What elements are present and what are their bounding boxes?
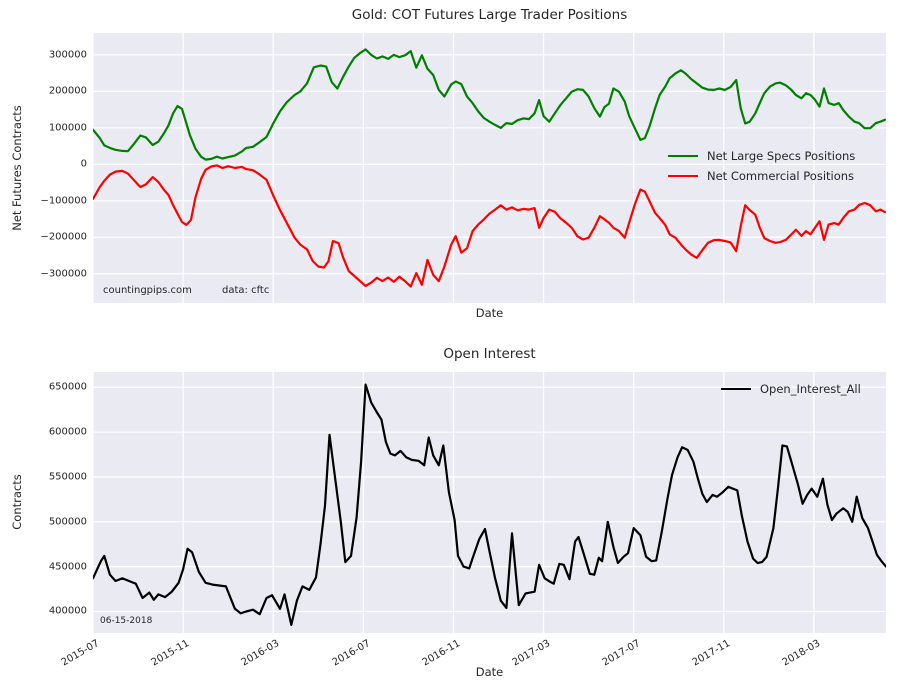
y-tick-label: 400000 xyxy=(48,605,87,617)
cot-y-axis-label: Net Futures Contracts xyxy=(10,105,24,231)
commercials-legend-line-icon xyxy=(668,174,698,178)
commercials-legend-label: Net Commercial Positions xyxy=(707,169,855,183)
x-tick-label: 2018-03 xyxy=(780,638,823,669)
y-tick-label: 0 xyxy=(80,158,87,170)
x-tick-label: 2015-07 xyxy=(59,638,102,669)
y-tick-label: 450000 xyxy=(48,561,87,573)
x-tick-label: 2017-07 xyxy=(600,638,643,669)
x-tick-label: 2016-07 xyxy=(330,638,372,669)
y-tick-label: 600000 xyxy=(48,426,87,438)
y-tick-label: 200000 xyxy=(48,85,87,97)
oi-chart-canvas xyxy=(93,372,886,633)
cot-chart-title: Gold: COT Futures Large Trader Positions xyxy=(351,7,628,23)
specs-legend-label: Net Large Specs Positions xyxy=(707,149,856,163)
x-tick-label: 2017-11 xyxy=(690,638,733,669)
legend-entry-open-interest: Open_Interest_All xyxy=(721,382,861,396)
oi-y-axis-label: Contracts xyxy=(10,474,24,530)
watermark-countingpips: countingpips.com xyxy=(103,285,192,296)
data-source-note: data: cftc xyxy=(222,285,270,296)
y-tick-label: 500000 xyxy=(48,516,87,528)
oi-chart-title: Open Interest xyxy=(443,346,536,362)
y-tick-label: −300000 xyxy=(40,268,87,280)
open-interest-legend-line-icon xyxy=(721,387,751,391)
open-interest-all-line xyxy=(93,383,886,626)
legend-entry-specs: Net Large Specs Positions xyxy=(668,149,855,163)
gridlines xyxy=(93,33,886,303)
x-tick-label: 2016-03 xyxy=(240,638,282,669)
cot-x-axis-label: Date xyxy=(475,306,504,320)
x-tick-label: 2015-11 xyxy=(149,638,192,669)
open-interest-legend-label: Open_Interest_All xyxy=(760,382,861,396)
net-large-specs-positions-line xyxy=(93,48,886,161)
x-tick-label: 2017-03 xyxy=(510,638,553,669)
oi-plot-area xyxy=(93,372,886,633)
legend-entry-commercials: Net Commercial Positions xyxy=(668,169,854,183)
cot-plot-area xyxy=(93,33,886,303)
y-tick-label: 300000 xyxy=(48,49,87,61)
y-tick-label: 100000 xyxy=(48,122,87,134)
y-tick-label: 650000 xyxy=(48,381,87,393)
gridlines xyxy=(93,372,886,633)
x-tick-label: 2016-11 xyxy=(420,638,462,669)
y-tick-label: −200000 xyxy=(40,231,87,243)
report-date-annotation: 06-15-2018 xyxy=(100,616,153,626)
y-tick-label: −100000 xyxy=(40,195,87,207)
specs-legend-line-icon xyxy=(668,154,698,158)
y-tick-label: 550000 xyxy=(48,471,87,483)
oi-x-axis-label: Date xyxy=(475,665,504,679)
cot-chart-canvas xyxy=(93,33,886,303)
net-commercial-positions-line xyxy=(93,164,886,288)
